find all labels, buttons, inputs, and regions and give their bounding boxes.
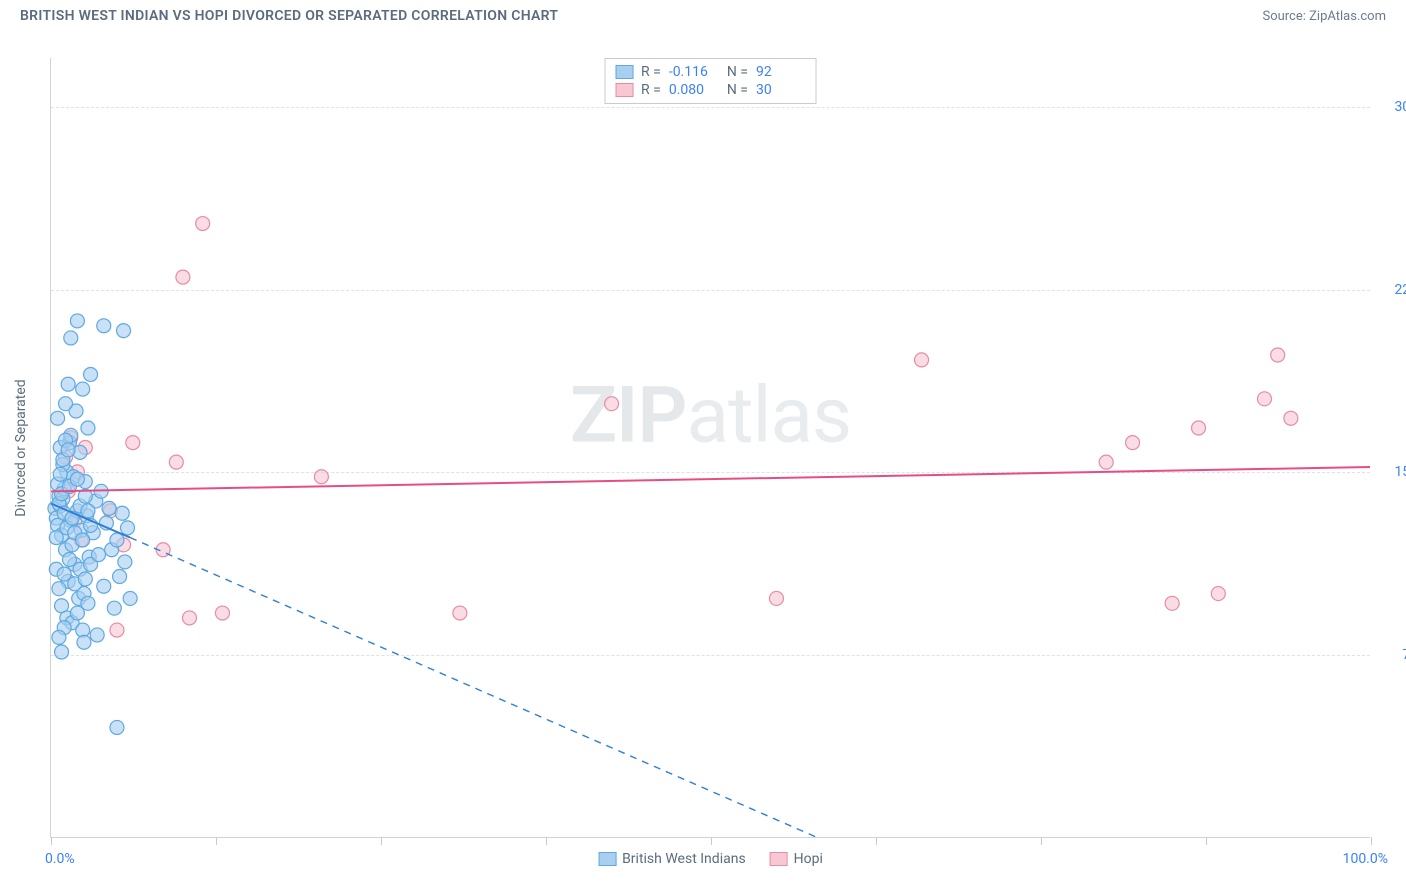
n-value-bwi: 92	[756, 64, 806, 80]
y-tick-label: 30.0%	[1394, 99, 1406, 115]
legend-row-bwi: R = -0.116 N = 92	[615, 63, 806, 81]
swatch-hopi	[615, 83, 633, 97]
legend-label-bwi: British West Indians	[622, 851, 746, 867]
r-label: R =	[641, 82, 661, 98]
n-label: N =	[727, 82, 748, 98]
y-tick-label: 22.5%	[1394, 282, 1406, 298]
y-tick-label: 7.5%	[1402, 647, 1406, 663]
legend-row-hopi: R = 0.080 N = 30	[615, 81, 806, 99]
source-label: Source: ZipAtlas.com	[1262, 9, 1386, 24]
legend-series: British West Indians Hopi	[598, 851, 823, 867]
legend-item-bwi: British West Indians	[598, 851, 746, 867]
swatch-bwi	[615, 65, 633, 79]
chart-title: BRITISH WEST INDIAN VS HOPI DIVORCED OR …	[20, 8, 558, 24]
legend-item-hopi: Hopi	[770, 851, 823, 867]
legend-stats: R = -0.116 N = 92 R = 0.080 N = 30	[604, 58, 817, 104]
n-label: N =	[727, 64, 748, 80]
x-tick-right: 100.0%	[1343, 851, 1388, 867]
scatter-plot	[51, 58, 1370, 837]
swatch-hopi-icon	[770, 852, 788, 866]
r-label: R =	[641, 64, 661, 80]
y-axis-label: Divorced or Separated	[13, 379, 29, 516]
x-tick-left: 0.0%	[45, 851, 75, 867]
r-value-hopi: 0.080	[669, 82, 719, 98]
swatch-bwi-icon	[598, 852, 616, 866]
y-tick-label: 15.0%	[1394, 464, 1406, 480]
chart-area: Divorced or Separated ZIPatlas 7.5%15.0%…	[50, 58, 1370, 838]
legend-label-hopi: Hopi	[794, 851, 823, 867]
n-value-hopi: 30	[756, 82, 806, 98]
r-value-bwi: -0.116	[669, 64, 719, 80]
